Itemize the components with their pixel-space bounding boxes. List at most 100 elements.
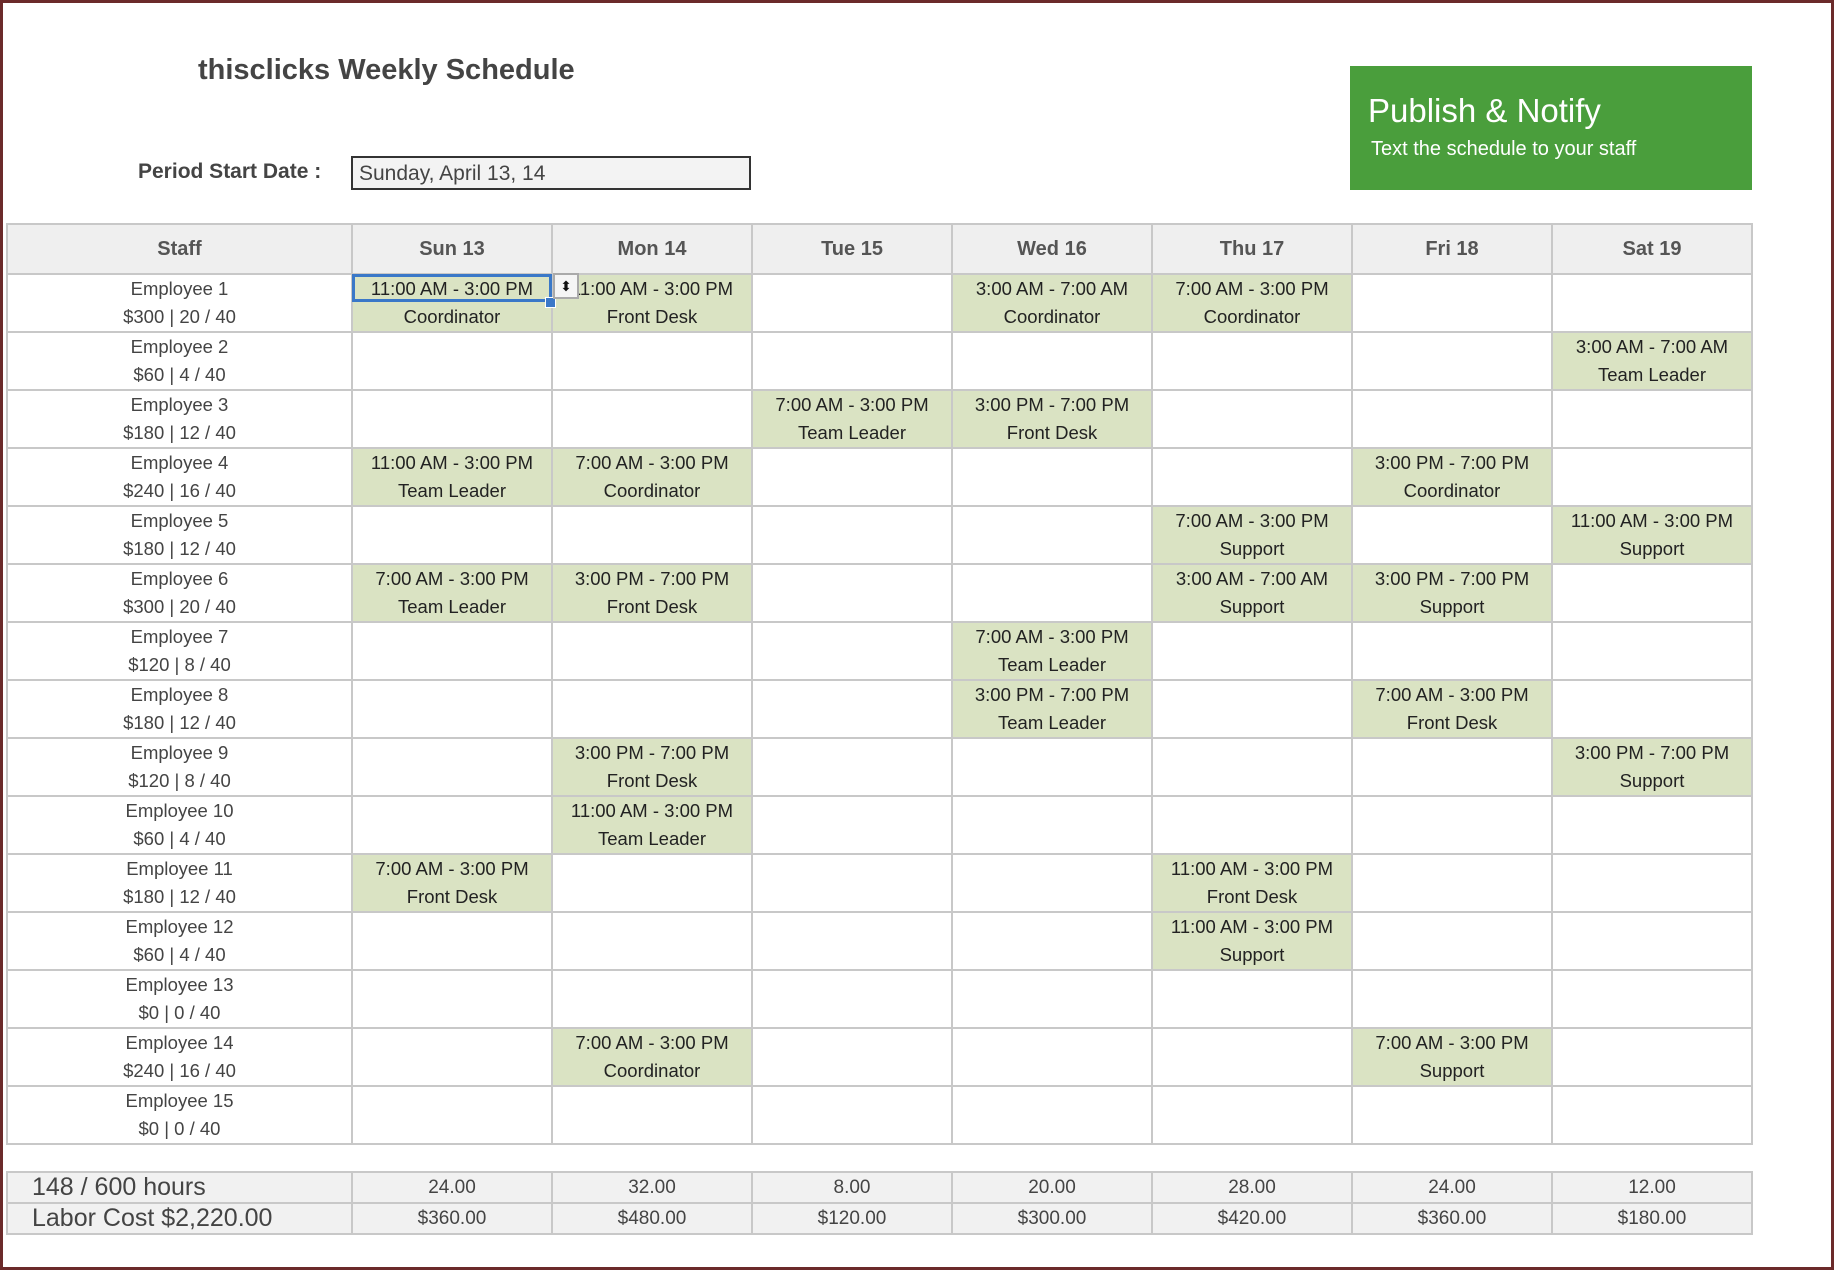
shift-cell[interactable]: 11:00 AM - 3:00 PM Support bbox=[1151, 911, 1353, 971]
shift-cell[interactable] bbox=[1351, 795, 1553, 855]
shift-cell[interactable]: 7:00 AM - 3:00 PM Front Desk bbox=[351, 853, 553, 913]
shift-cell[interactable] bbox=[351, 737, 553, 797]
shift-cell[interactable] bbox=[751, 447, 953, 507]
shift-cell[interactable] bbox=[351, 795, 553, 855]
shift-cell[interactable] bbox=[1551, 389, 1753, 449]
shift-cell[interactable] bbox=[351, 911, 553, 971]
shift-cell[interactable]: 3:00 AM - 7:00 AM Team Leader bbox=[1551, 331, 1753, 391]
shift-cell[interactable] bbox=[1551, 853, 1753, 913]
shift-cell[interactable] bbox=[351, 621, 553, 681]
shift-cell[interactable] bbox=[751, 679, 953, 739]
shift-cell[interactable] bbox=[1551, 1085, 1753, 1145]
shift-cell[interactable] bbox=[951, 853, 1153, 913]
shift-cell[interactable] bbox=[1551, 679, 1753, 739]
shift-cell[interactable] bbox=[1551, 447, 1753, 507]
shift-cell[interactable] bbox=[1151, 1027, 1353, 1087]
shift-cell[interactable] bbox=[751, 331, 953, 391]
shift-cell[interactable] bbox=[551, 331, 753, 391]
shift-cell[interactable] bbox=[951, 1027, 1153, 1087]
shift-cell[interactable] bbox=[1551, 621, 1753, 681]
shift-cell[interactable] bbox=[551, 969, 753, 1029]
shift-cell[interactable]: 3:00 PM - 7:00 PM Support bbox=[1551, 737, 1753, 797]
shift-cell[interactable] bbox=[551, 853, 753, 913]
shift-cell[interactable]: 7:00 AM - 3:00 PM Team Leader bbox=[951, 621, 1153, 681]
shift-cell[interactable]: 3:00 PM - 7:00 PM Front Desk bbox=[551, 563, 753, 623]
shift-cell[interactable] bbox=[751, 273, 953, 333]
shift-cell[interactable]: 7:00 AM - 3:00 PM Coordinator bbox=[551, 1027, 753, 1087]
shift-cell[interactable] bbox=[1551, 1027, 1753, 1087]
shift-cell[interactable] bbox=[1151, 389, 1353, 449]
shift-cell[interactable] bbox=[1151, 1085, 1353, 1145]
shift-cell[interactable] bbox=[1351, 1085, 1553, 1145]
shift-cell[interactable] bbox=[951, 505, 1153, 565]
shift-cell[interactable] bbox=[351, 505, 553, 565]
shift-cell[interactable] bbox=[751, 505, 953, 565]
shift-cell[interactable] bbox=[1351, 389, 1553, 449]
shift-cell[interactable]: 3:00 AM - 7:00 AM Support bbox=[1151, 563, 1353, 623]
shift-cell[interactable] bbox=[751, 563, 953, 623]
shift-cell[interactable] bbox=[751, 737, 953, 797]
shift-cell[interactable] bbox=[1351, 621, 1553, 681]
shift-cell[interactable] bbox=[551, 505, 753, 565]
shift-cell[interactable] bbox=[1351, 969, 1553, 1029]
fill-handle[interactable] bbox=[545, 297, 556, 308]
shift-cell[interactable] bbox=[751, 969, 953, 1029]
shift-cell[interactable] bbox=[951, 563, 1153, 623]
shift-cell[interactable]: 3:00 PM - 7:00 PM Team Leader bbox=[951, 679, 1153, 739]
shift-cell[interactable] bbox=[751, 853, 953, 913]
shift-cell[interactable]: 3:00 AM - 7:00 AM Coordinator bbox=[951, 273, 1153, 333]
shift-cell[interactable]: 7:00 AM - 3:00 PM Support bbox=[1351, 1027, 1553, 1087]
shift-cell[interactable] bbox=[1151, 331, 1353, 391]
shift-cell[interactable] bbox=[1151, 679, 1353, 739]
shift-cell[interactable] bbox=[1551, 969, 1753, 1029]
shift-cell[interactable] bbox=[1351, 737, 1553, 797]
shift-cell[interactable] bbox=[751, 795, 953, 855]
shift-cell[interactable] bbox=[1351, 331, 1553, 391]
shift-cell[interactable]: 7:00 AM - 3:00 PM Coordinator bbox=[1151, 273, 1353, 333]
shift-cell[interactable]: 11:00 AM - 3:00 PM Team Leader bbox=[551, 795, 753, 855]
shift-cell[interactable]: 11:00 AM - 3:00 PM Coordinator bbox=[351, 273, 556, 333]
shift-cell[interactable]: 11:00 AM - 3:00 PM Front Desk bbox=[1151, 853, 1353, 913]
shift-cell[interactable]: 7:00 AM - 3:00 PM Team Leader bbox=[351, 563, 553, 623]
period-start-input[interactable]: Sunday, April 13, 14 bbox=[351, 156, 751, 190]
shift-cell[interactable] bbox=[1351, 273, 1553, 333]
shift-cell[interactable] bbox=[1551, 273, 1753, 333]
shift-cell[interactable] bbox=[1551, 563, 1753, 623]
shift-cell[interactable]: 3:00 PM - 7:00 PM Front Desk bbox=[551, 737, 753, 797]
shift-cell[interactable] bbox=[1151, 969, 1353, 1029]
shift-cell[interactable] bbox=[751, 1085, 953, 1145]
shift-cell[interactable] bbox=[1351, 505, 1553, 565]
spinner-up-down-icon[interactable]: ⬍ bbox=[553, 273, 579, 299]
shift-cell[interactable] bbox=[351, 679, 553, 739]
shift-cell[interactable] bbox=[951, 1085, 1153, 1145]
shift-cell[interactable]: 3:00 PM - 7:00 PM Coordinator bbox=[1351, 447, 1553, 507]
shift-cell[interactable] bbox=[551, 679, 753, 739]
shift-cell[interactable] bbox=[751, 911, 953, 971]
shift-cell[interactable]: 7:00 AM - 3:00 PM Coordinator bbox=[551, 447, 753, 507]
shift-cell[interactable] bbox=[351, 389, 553, 449]
shift-cell[interactable] bbox=[1351, 853, 1553, 913]
shift-cell[interactable] bbox=[351, 1027, 553, 1087]
shift-cell[interactable] bbox=[951, 737, 1153, 797]
shift-cell[interactable]: 11:00 AM - 3:00 PM Team Leader bbox=[351, 447, 553, 507]
shift-cell[interactable] bbox=[751, 1027, 953, 1087]
shift-cell[interactable] bbox=[951, 969, 1153, 1029]
shift-cell[interactable] bbox=[1351, 911, 1553, 971]
shift-cell[interactable] bbox=[1151, 447, 1353, 507]
publish-notify-button[interactable]: Publish & Notify Text the schedule to yo… bbox=[1350, 66, 1752, 190]
shift-cell[interactable] bbox=[951, 911, 1153, 971]
shift-cell[interactable]: 11:00 AM - 3:00 PM Front Desk bbox=[551, 273, 753, 333]
shift-cell[interactable] bbox=[751, 621, 953, 681]
shift-cell[interactable] bbox=[551, 389, 753, 449]
shift-cell[interactable] bbox=[1151, 737, 1353, 797]
shift-cell[interactable] bbox=[551, 621, 753, 681]
shift-cell[interactable] bbox=[951, 331, 1153, 391]
shift-cell[interactable]: 3:00 PM - 7:00 PM Front Desk bbox=[951, 389, 1153, 449]
shift-cell[interactable]: 7:00 AM - 3:00 PM Front Desk bbox=[1351, 679, 1553, 739]
shift-cell[interactable] bbox=[351, 331, 553, 391]
shift-cell[interactable] bbox=[1551, 911, 1753, 971]
shift-cell[interactable] bbox=[551, 911, 753, 971]
shift-cell[interactable]: 3:00 PM - 7:00 PM Support bbox=[1351, 563, 1553, 623]
shift-cell[interactable]: 7:00 AM - 3:00 PM Support bbox=[1151, 505, 1353, 565]
shift-cell[interactable] bbox=[951, 447, 1153, 507]
